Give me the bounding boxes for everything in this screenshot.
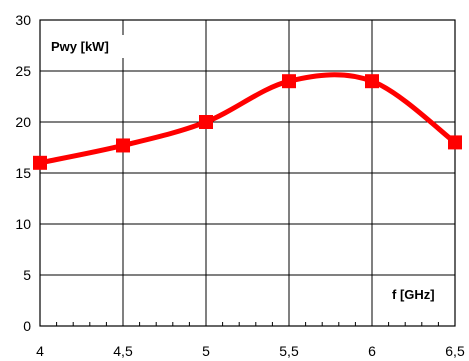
data-point-marker bbox=[365, 74, 379, 89]
series-layer bbox=[33, 72, 462, 170]
y-tick-label: 0 bbox=[23, 318, 31, 334]
data-point-marker bbox=[116, 138, 130, 153]
x-tick-label: 4,5 bbox=[113, 343, 133, 359]
plot-border bbox=[39, 19, 456, 327]
y-tick-label: 20 bbox=[15, 114, 31, 130]
x-tick-label: 5 bbox=[202, 343, 210, 359]
tick-labels: 0 5 10 15 20 25 30 4 4,5 5 5,5 6 6,5 bbox=[15, 12, 465, 359]
gridlines bbox=[39, 19, 456, 327]
data-point-marker bbox=[448, 135, 462, 150]
x-axis-label: f [GHz] bbox=[392, 287, 435, 302]
data-point-marker bbox=[199, 115, 213, 129]
x-tick-label: 6 bbox=[368, 343, 376, 359]
data-point-marker bbox=[282, 74, 296, 89]
y-tick-label: 10 bbox=[15, 216, 31, 232]
data-point-marker bbox=[33, 155, 47, 170]
x-minor-ticks bbox=[56, 322, 439, 326]
y-axis-label: Pwy [kW] bbox=[51, 39, 109, 54]
x-tick-label: 6,5 bbox=[445, 343, 465, 359]
ylabel-background bbox=[47, 35, 126, 58]
y-tick-label: 30 bbox=[15, 12, 31, 28]
xlabel-background bbox=[388, 283, 446, 305]
y-tick-label: 15 bbox=[15, 165, 31, 181]
x-tick-label: 4 bbox=[36, 343, 44, 359]
series-line bbox=[37, 72, 458, 166]
x-tick-label: 5,5 bbox=[279, 343, 299, 359]
y-tick-label: 5 bbox=[23, 267, 31, 283]
y-tick-label: 25 bbox=[15, 63, 31, 79]
